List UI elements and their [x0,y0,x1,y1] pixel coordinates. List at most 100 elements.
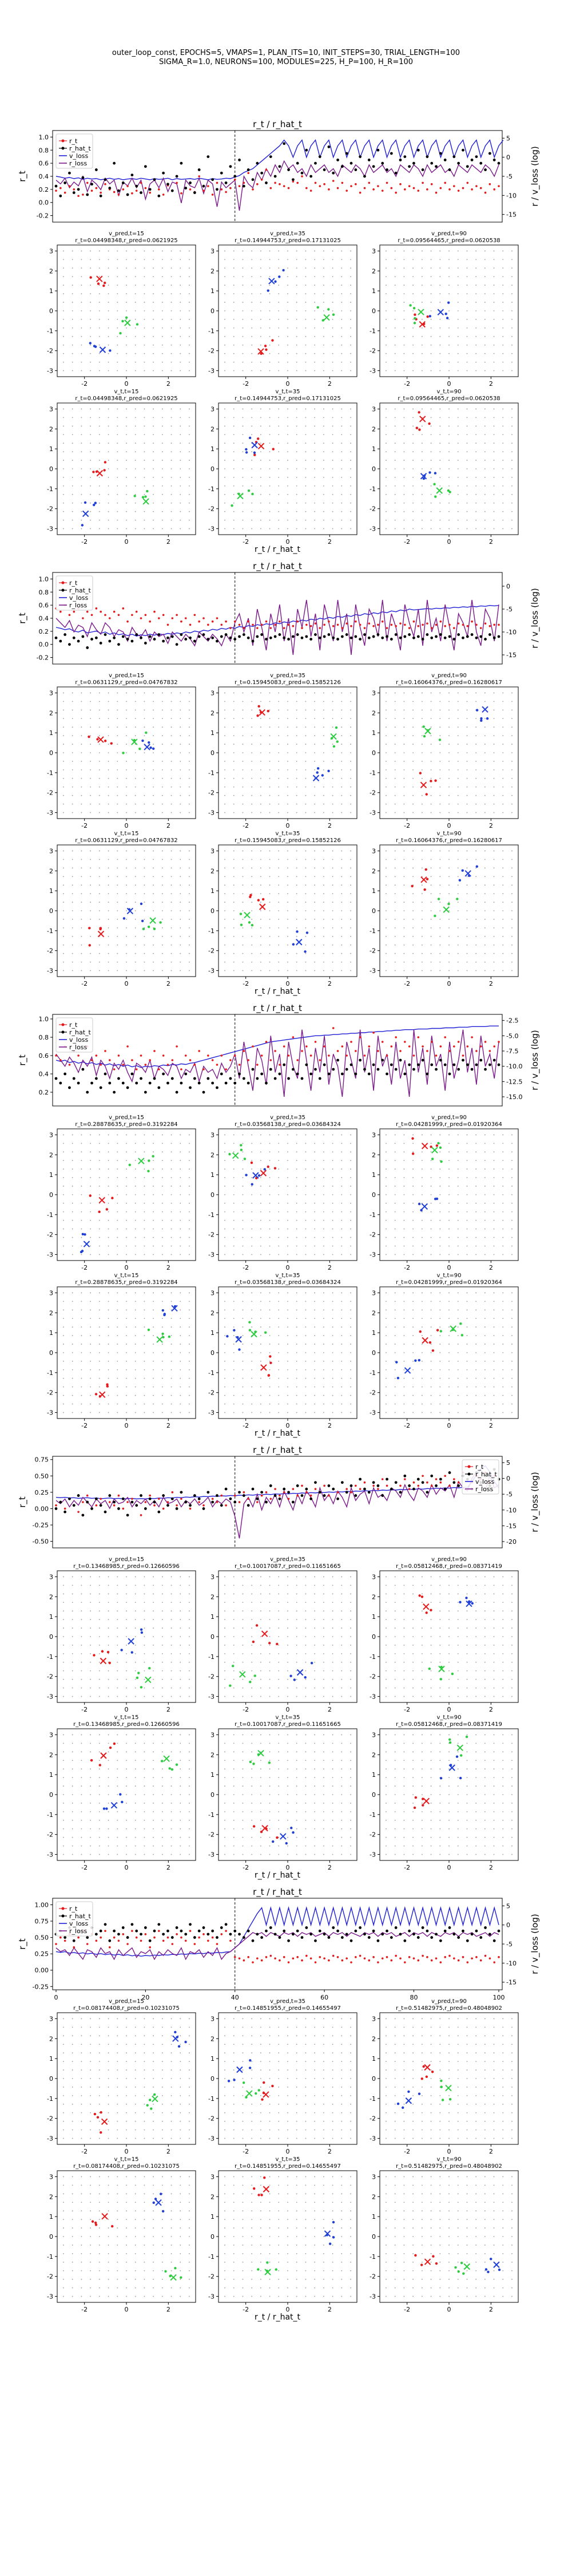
lattice-dot [170,1326,172,1328]
lattice-dot [269,761,271,762]
lattice-dot [224,1309,225,1311]
data-point [82,617,84,619]
lattice-dot [90,319,92,320]
lattice-dot [90,893,92,895]
lattice-dot [386,1160,387,1161]
lattice-dot [511,812,513,813]
lattice-dot [224,425,225,427]
data-point [323,168,326,171]
lattice-dot [170,1160,172,1161]
lattice-dot [63,803,64,805]
lattice-dot [180,1301,181,1302]
data-point [497,161,500,165]
lattice-dot [126,919,127,920]
data-point [466,625,469,627]
lattice-dot [341,250,343,252]
data-point [448,1072,451,1076]
data-point [166,183,169,186]
lattice-dot [430,777,432,779]
lattice-dot [144,408,145,410]
data-point [135,184,138,188]
lattice-dot [117,361,118,363]
lattice-dot [484,1254,486,1255]
lattice-dot [117,1394,118,1396]
lattice-dot [144,1386,145,1388]
lattice-dot [323,1177,324,1179]
lattice-dot [475,408,477,410]
data-point [252,623,254,626]
lattice-dot [63,919,64,920]
lattice-dot [386,276,387,278]
lattice-dot [126,701,127,702]
state-marker [104,281,106,285]
lattice-dot [72,353,73,354]
data-point [206,155,210,159]
lattice-dot [448,1236,450,1238]
lattice-dot [170,1403,172,1405]
lattice-dot [394,761,396,762]
lattice-dot [484,803,486,805]
data-point [153,1077,156,1080]
data-point [63,181,67,184]
lattice-dot [287,777,288,779]
legend-marker [61,147,65,150]
lattice-dot [90,1394,92,1396]
lattice-dot [81,1143,82,1144]
lattice-dot [180,370,181,372]
lattice-dot [117,451,118,453]
lattice-dot [180,859,181,860]
lattice-dot [126,259,127,260]
lattice-dot [502,726,504,728]
lattice-dot [457,335,459,337]
lattice-dot [189,1236,190,1238]
lattice-dot [341,876,343,878]
lattice-dot [108,1211,109,1212]
lattice-dot [81,709,82,711]
lattice-dot [278,709,280,711]
lattice-dot [305,867,307,869]
lattice-dot [386,910,387,911]
data-point [122,607,125,610]
lattice-dot [448,335,450,337]
lattice-dot [305,319,307,320]
lattice-dot [233,1211,235,1212]
lattice-dot [439,319,441,320]
lattice-dot [72,361,73,363]
lattice-dot [98,493,100,495]
lattice-dot [287,335,288,337]
data-point [412,187,415,189]
lattice-dot [81,769,82,771]
y-tick-label: 2 [49,867,53,875]
lattice-dot [242,919,244,920]
state-marker [327,769,330,773]
lattice-dot [511,1245,513,1247]
lattice-dot [260,460,261,461]
lattice-dot [81,859,82,860]
lattice-dot [386,795,387,796]
lattice-dot [350,1203,351,1204]
lattice-dot [278,408,280,410]
lattice-dot [475,344,477,346]
panel-title: v_pred,t=35 [270,673,305,679]
lattice-dot [108,786,109,788]
lattice-dot [189,1386,190,1388]
lattice-dot [224,1412,225,1413]
lattice-dot [63,502,64,504]
lattice-dot [421,1254,423,1255]
lattice-dot [511,1186,513,1187]
lattice-dot [278,902,280,903]
lattice-dot [98,1344,100,1345]
lattice-dot [430,953,432,954]
lattice-dot [153,327,154,329]
lattice-dot [242,528,244,530]
lattice-dot [466,425,468,427]
y-tick-label: 3 [372,1131,376,1139]
y-tick-label-right: -15 [506,651,517,659]
lattice-dot [170,709,172,711]
lattice-dot [323,259,324,260]
lattice-dot [341,1177,343,1179]
lattice-dot [296,769,297,771]
panel-title: v_pred,t=90 [431,231,467,237]
y-tick-label: -3 [208,368,214,375]
state-marker [327,308,330,311]
